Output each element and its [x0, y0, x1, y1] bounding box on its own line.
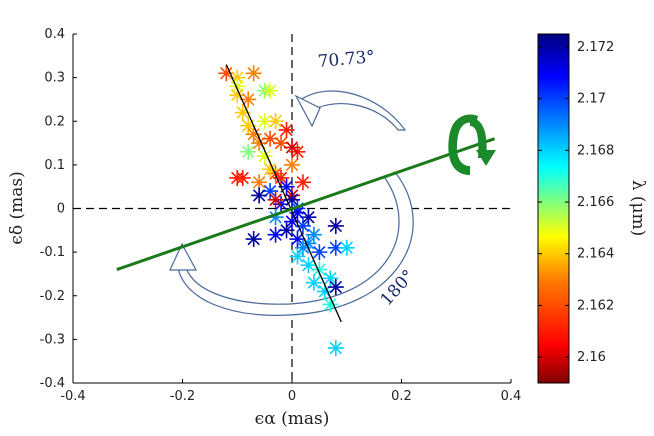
colorbar-tick-label: 2.166	[577, 195, 614, 210]
y-tick-label: -0.1	[40, 245, 65, 260]
data-point	[294, 174, 311, 191]
data-point	[278, 121, 295, 138]
angle-annotation: 70.73°	[317, 47, 376, 72]
data-point	[300, 209, 317, 226]
data-point	[240, 143, 257, 160]
fit-line	[225, 64, 342, 323]
arrow-180deg-head	[169, 242, 198, 271]
y-tick-label: 0.3	[44, 71, 65, 86]
data-point	[262, 82, 279, 99]
colorbar-tick-label: 2.172	[577, 40, 614, 55]
data-point	[267, 191, 284, 208]
data-point	[327, 279, 344, 296]
colorbar-label: λ (μm)	[628, 180, 648, 237]
colorbar-gradient	[537, 33, 570, 384]
data-point	[322, 296, 339, 313]
data-point	[240, 91, 257, 108]
y-tick-label: 0.4	[44, 27, 65, 42]
data-points	[218, 65, 355, 357]
x-tick-label: 0.2	[391, 389, 412, 404]
arrow-70deg	[299, 90, 407, 131]
data-point	[284, 156, 300, 173]
data-point	[245, 231, 262, 248]
data-point	[251, 187, 268, 204]
x-tick-label: 0.4	[501, 389, 522, 404]
colorbar-tick-label: 2.17	[577, 92, 606, 107]
y-axis-label: ϵδ (mas)	[7, 171, 27, 244]
data-point	[267, 113, 284, 130]
data-point	[229, 169, 246, 186]
x-axis-label: ϵα (mas)	[255, 409, 330, 429]
data-point	[267, 226, 284, 243]
data-point	[245, 126, 262, 143]
data-point	[273, 169, 290, 186]
colorbar-ticks: 2.172 2.17 2.168 2.166 2.164 2.162 2.16	[538, 40, 614, 365]
data-point	[273, 135, 290, 152]
colorbar-tick-label: 2.164	[577, 247, 614, 262]
colorbar-tick-label: 2.16	[577, 350, 606, 365]
angle-annotations: 70.73°180°	[317, 47, 419, 310]
arrow-70deg-head	[294, 94, 321, 128]
data-point	[311, 244, 328, 261]
x-tick-label: 0	[288, 389, 296, 404]
x-tick-label: -0.2	[170, 389, 195, 404]
axes: -0.4 -0.2 0 0.2 0.4 0.4 0.3 0.2 0.1 0 -0.1 -0.2 -0.3…	[40, 27, 522, 404]
data-point	[322, 270, 339, 287]
data-point	[278, 222, 295, 239]
rotated-fit-line	[116, 137, 496, 271]
data-point	[289, 248, 306, 265]
data-point	[294, 217, 311, 234]
data-point	[245, 65, 262, 82]
x-tick-label: -0.4	[60, 389, 85, 404]
colorbar-tick-label: 2.168	[577, 143, 614, 158]
data-point	[262, 161, 279, 178]
data-point	[284, 139, 300, 156]
data-point	[338, 239, 355, 256]
rotation-arrows	[169, 90, 414, 316]
y-tick-label: -0.2	[40, 289, 65, 304]
y-tick-label: 0.2	[44, 114, 65, 129]
data-point	[327, 217, 344, 234]
y-tick-label: -0.4	[40, 376, 65, 391]
data-point	[305, 226, 322, 243]
y-tick-label: 0.1	[44, 158, 65, 173]
data-point	[327, 340, 344, 357]
axis-ticks: -0.4 -0.2 0 0.2 0.4 0.4 0.3 0.2 0.1 0 -0.1 -0.2 -0.3…	[40, 27, 522, 404]
colorbar-tick-label: 2.162	[577, 298, 614, 313]
y-tick-label: 0	[57, 202, 65, 217]
y-tick-label: -0.3	[40, 332, 65, 347]
data-point	[218, 65, 235, 82]
data-point	[305, 274, 322, 291]
rotation-symbol-icon	[448, 114, 496, 175]
colorbar: 2.172 2.17 2.168 2.166 2.164 2.162 2.16 λ (μm)	[537, 33, 648, 384]
